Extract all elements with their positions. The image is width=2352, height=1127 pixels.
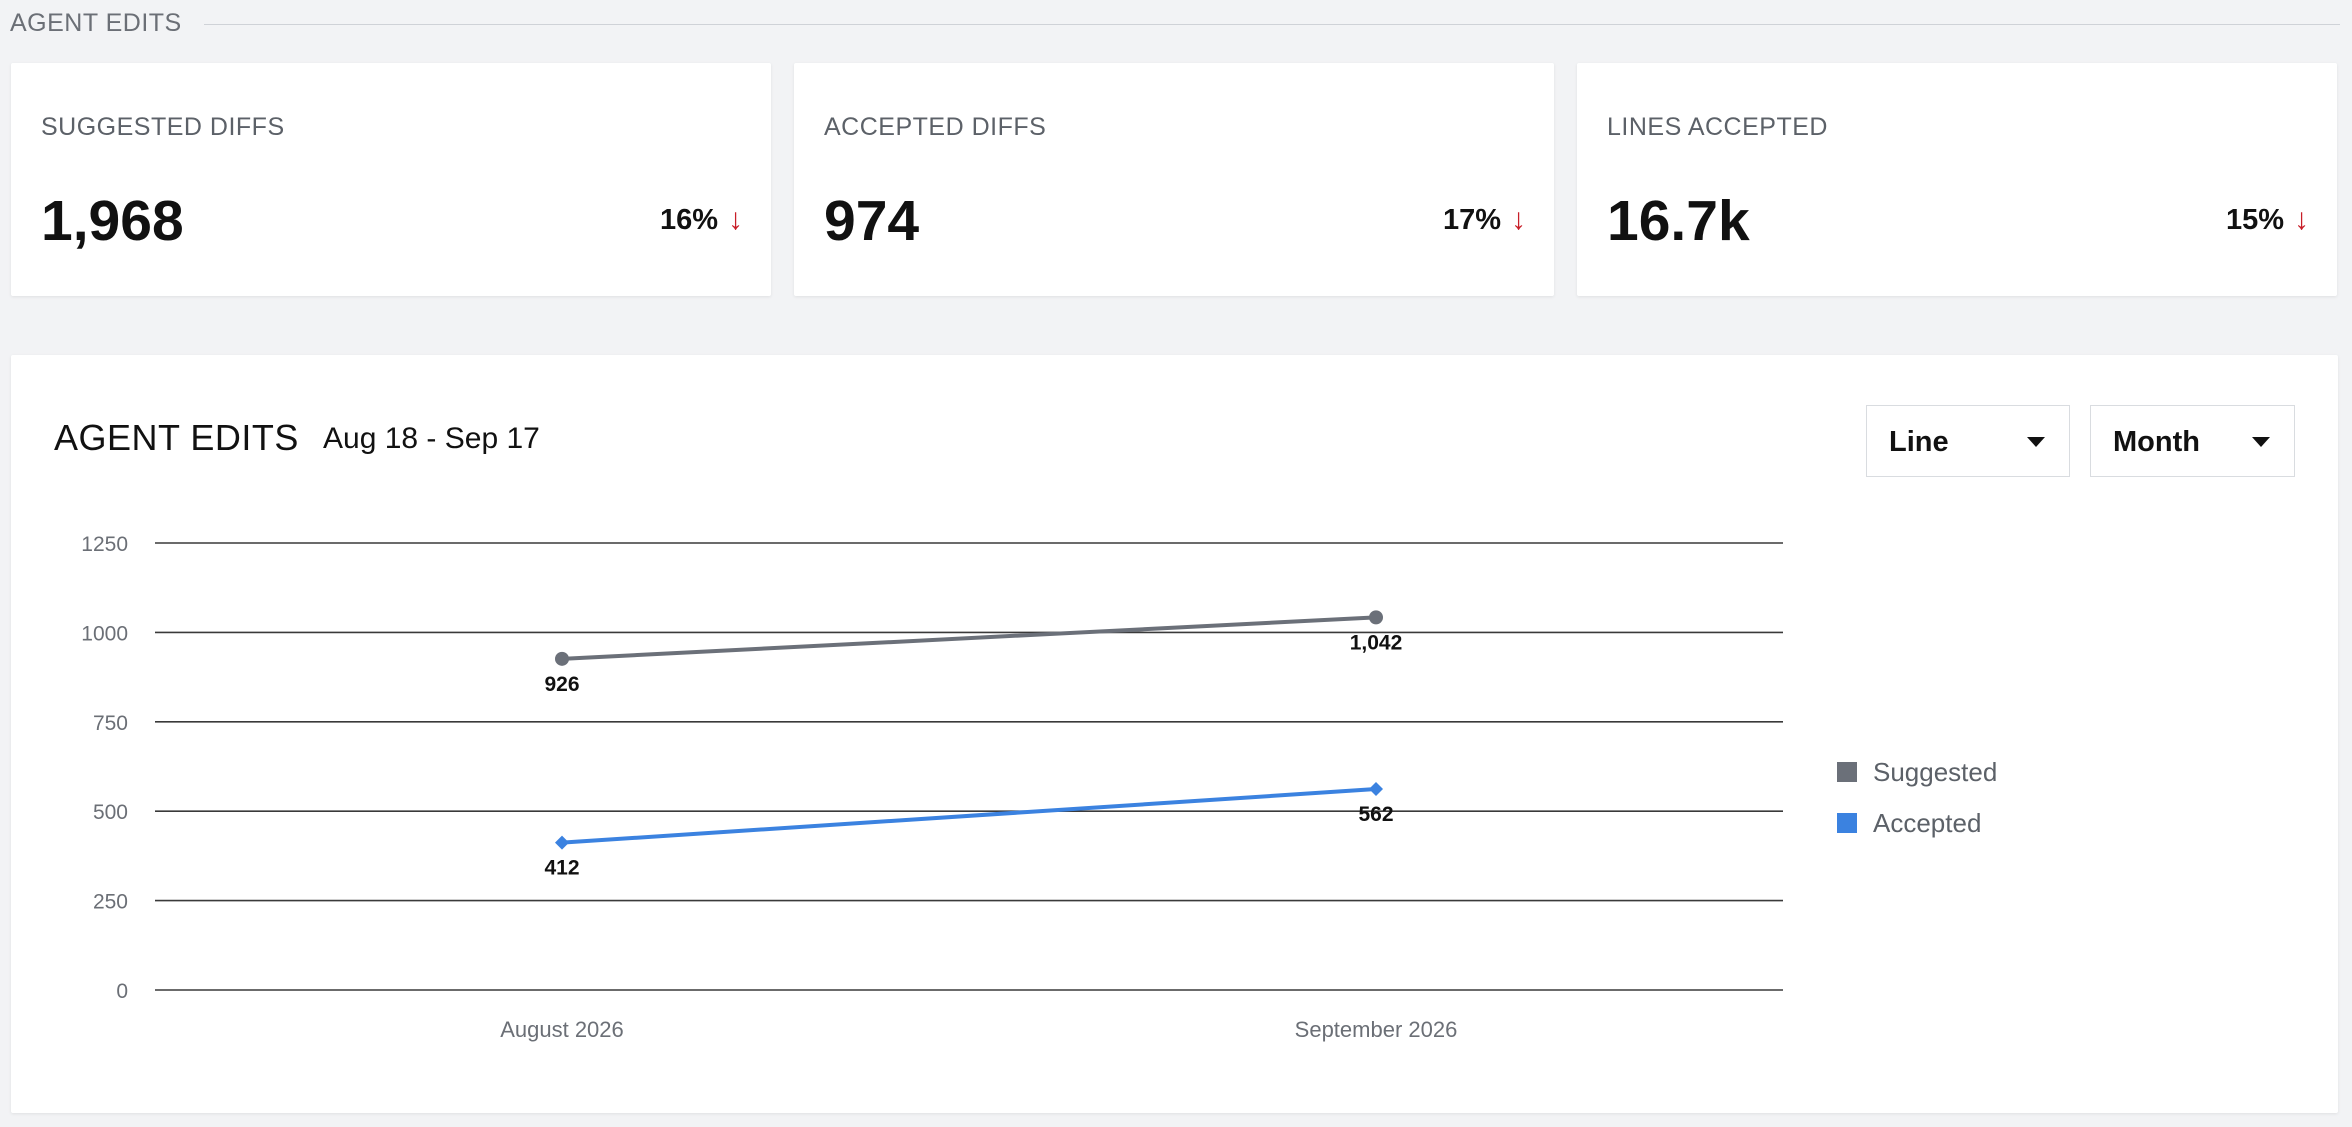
data-label: 926 bbox=[544, 673, 579, 696]
chart-legend: Suggested Accepted bbox=[1837, 755, 1997, 857]
section-divider bbox=[203, 23, 2340, 25]
legend-label: Suggested bbox=[1873, 756, 1998, 787]
y-tick-label: 0 bbox=[116, 980, 128, 1003]
stat-change: 15% ↓ bbox=[2226, 203, 2309, 237]
x-tick-label: September 2026 bbox=[1295, 1017, 1458, 1042]
y-tick-label: 1250 bbox=[81, 533, 128, 556]
legend-swatch bbox=[1837, 762, 1857, 782]
stat-label: SUGGESTED DIFFS bbox=[41, 113, 285, 141]
chart-type-selected: Line bbox=[1889, 426, 1949, 458]
stat-label: ACCEPTED DIFFS bbox=[824, 113, 1047, 141]
section-header: AGENT EDITS bbox=[10, 8, 2340, 38]
line-chart: 0 250 500 750 1000 1250 August 2026 September 2… bbox=[81, 533, 1783, 1042]
arrow-down-icon: ↓ bbox=[728, 203, 743, 236]
stat-label: LINES ACCEPTED bbox=[1607, 113, 1828, 141]
arrow-down-icon: ↓ bbox=[1511, 203, 1526, 236]
series-line-accepted bbox=[561, 787, 1377, 845]
period-dropdown[interactable]: Month bbox=[2090, 405, 2295, 477]
stat-change-percent: 16% bbox=[659, 203, 718, 236]
stat-value: 16.7k bbox=[1607, 189, 1750, 253]
chart-title: AGENT EDITS bbox=[54, 417, 299, 458]
data-point bbox=[555, 651, 569, 666]
stat-card-suggested-diffs: SUGGESTED DIFFS 1,968 16% ↓ bbox=[11, 63, 771, 296]
y-tick-label: 1000 bbox=[81, 622, 128, 645]
data-point bbox=[1369, 610, 1383, 625]
legend-item-accepted[interactable]: Accepted bbox=[1837, 806, 1997, 840]
arrow-down-icon: ↓ bbox=[2294, 203, 2309, 236]
data-label: 562 bbox=[1358, 803, 1393, 826]
x-tick-label: August 2026 bbox=[500, 1017, 624, 1042]
stat-change-percent: 17% bbox=[1442, 203, 1501, 236]
caret-down-icon bbox=[2252, 437, 2270, 447]
legend-label: Accepted bbox=[1873, 807, 1982, 838]
stat-card-accepted-diffs: ACCEPTED DIFFS 974 17% ↓ bbox=[794, 63, 1554, 296]
stat-value: 1,968 bbox=[41, 189, 184, 253]
stat-change: 16% ↓ bbox=[660, 203, 743, 237]
data-point bbox=[1369, 782, 1383, 797]
y-tick-label: 250 bbox=[93, 891, 128, 914]
agent-edits-chart-card: AGENT EDITS Aug 18 - Sep 17 Line Month 0… bbox=[11, 355, 2338, 1113]
stat-change: 17% ↓ bbox=[1443, 203, 1526, 237]
legend-item-suggested[interactable]: Suggested bbox=[1837, 755, 1997, 789]
series-line-suggested bbox=[561, 615, 1377, 661]
stat-card-lines-accepted: LINES ACCEPTED 16.7k 15% ↓ bbox=[1577, 63, 2337, 296]
data-point bbox=[555, 835, 569, 850]
period-selected: Month bbox=[2113, 426, 2200, 458]
caret-down-icon bbox=[2027, 437, 2045, 447]
section-title: AGENT EDITS bbox=[10, 8, 182, 37]
stat-change-percent: 15% bbox=[2225, 203, 2284, 236]
chart-date-range: Aug 18 - Sep 17 bbox=[323, 422, 540, 455]
chart-type-dropdown[interactable]: Line bbox=[1866, 405, 2070, 477]
data-label: 1,042 bbox=[1350, 631, 1403, 654]
y-tick-label: 500 bbox=[93, 801, 128, 824]
stat-value: 974 bbox=[824, 189, 920, 253]
legend-swatch bbox=[1837, 813, 1857, 833]
data-label: 412 bbox=[544, 857, 579, 880]
y-tick-label: 750 bbox=[93, 712, 128, 735]
